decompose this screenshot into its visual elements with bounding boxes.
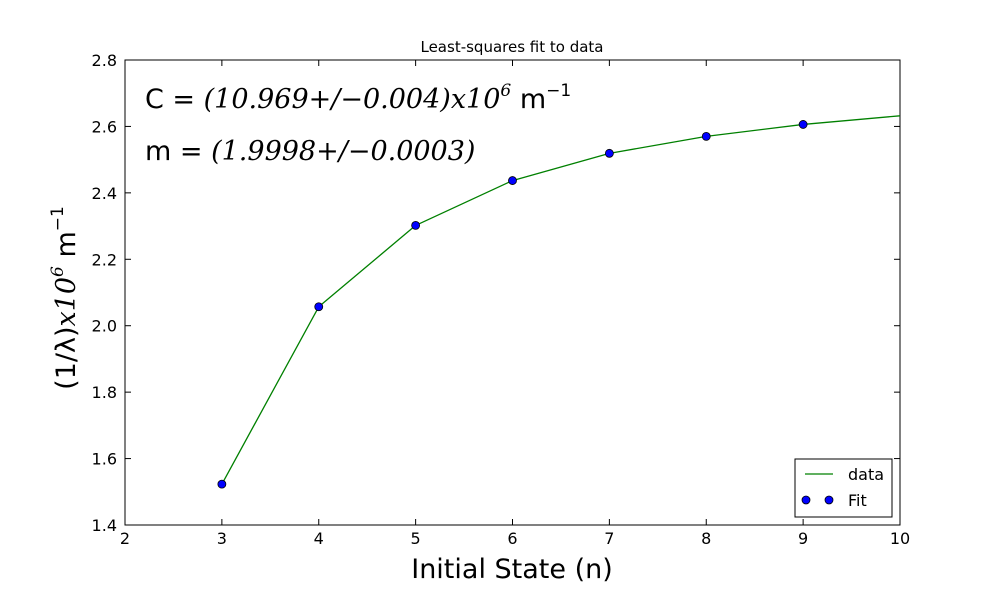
- x-tick-label: 9: [798, 529, 808, 548]
- x-tick-label: 7: [604, 529, 614, 548]
- data-point: [701, 131, 711, 141]
- y-axis-label-unit: m: [51, 231, 82, 266]
- series-markers: [217, 120, 808, 489]
- annotation-c-unit-exponent: −1: [546, 81, 571, 101]
- annotation-c: C = (10.969+/−0.004)x106 m−1: [145, 81, 571, 115]
- data-point: [217, 479, 227, 489]
- y-axis-label: (1/λ)x106 m−1: [48, 206, 82, 390]
- legend-marker-swatch-left: [801, 495, 811, 505]
- x-tick-label: 3: [217, 529, 227, 548]
- y-tick-label: 2.8: [92, 51, 117, 70]
- data-point: [314, 302, 324, 312]
- y-axis-label-expr: x10: [51, 277, 82, 327]
- data-point: [411, 221, 421, 230]
- y-tick-label: 1.8: [92, 383, 117, 402]
- legend: data Fit: [794, 458, 893, 518]
- y-tick-label: 2.4: [92, 184, 117, 203]
- y-axis-label-unit-exponent: −1: [48, 206, 68, 231]
- y-tick-label: 2.2: [92, 250, 117, 269]
- y-tick-label: 2.6: [92, 117, 117, 136]
- x-tick-label: 10: [890, 529, 910, 548]
- x-tick-label: 4: [314, 529, 324, 548]
- annotation-c-label: C =: [145, 84, 204, 115]
- annotation-m-math: (1.9998+/−0.0003): [211, 136, 475, 167]
- axis-ticks: 2 3 4 5 6 7 8 9 10 1.4 1.6 1.8 2.0 2.2 2.4 2.6 2.8: [92, 51, 911, 548]
- chart-title: Least-squares fit to data: [420, 38, 603, 56]
- x-tick-label: 8: [701, 529, 711, 548]
- legend-label-fit: Fit: [848, 491, 867, 510]
- series-lines: [221, 115, 901, 485]
- annotation-m-label: m =: [145, 136, 211, 167]
- data-point: [604, 148, 614, 158]
- data-point: [508, 176, 517, 185]
- data-point: [798, 120, 808, 129]
- annotation-c-unit: m: [511, 84, 546, 115]
- y-axis-label-prefix: (1/λ): [51, 327, 82, 390]
- x-tick-label: 6: [507, 529, 517, 548]
- y-tick-label: 1.6: [92, 450, 117, 469]
- x-axis-label: Initial State (n): [411, 554, 613, 585]
- legend-box: [794, 458, 893, 518]
- x-tick-label: 2: [120, 529, 130, 548]
- series-line-data: [221, 115, 901, 485]
- annotation-c-math: (10.969+/−0.004)x10: [204, 84, 501, 115]
- legend-marker-swatch-right: [824, 495, 834, 505]
- annotation-c-exponent: 6: [500, 81, 511, 101]
- annotation-m: m = (1.9998+/−0.0003): [145, 136, 475, 167]
- y-axis-label-exponent: 6: [48, 266, 68, 277]
- y-tick-label: 2.0: [92, 317, 117, 336]
- y-tick-label: 1.4: [92, 516, 117, 535]
- legend-label-data: data: [848, 465, 884, 484]
- x-tick-label: 5: [411, 529, 421, 548]
